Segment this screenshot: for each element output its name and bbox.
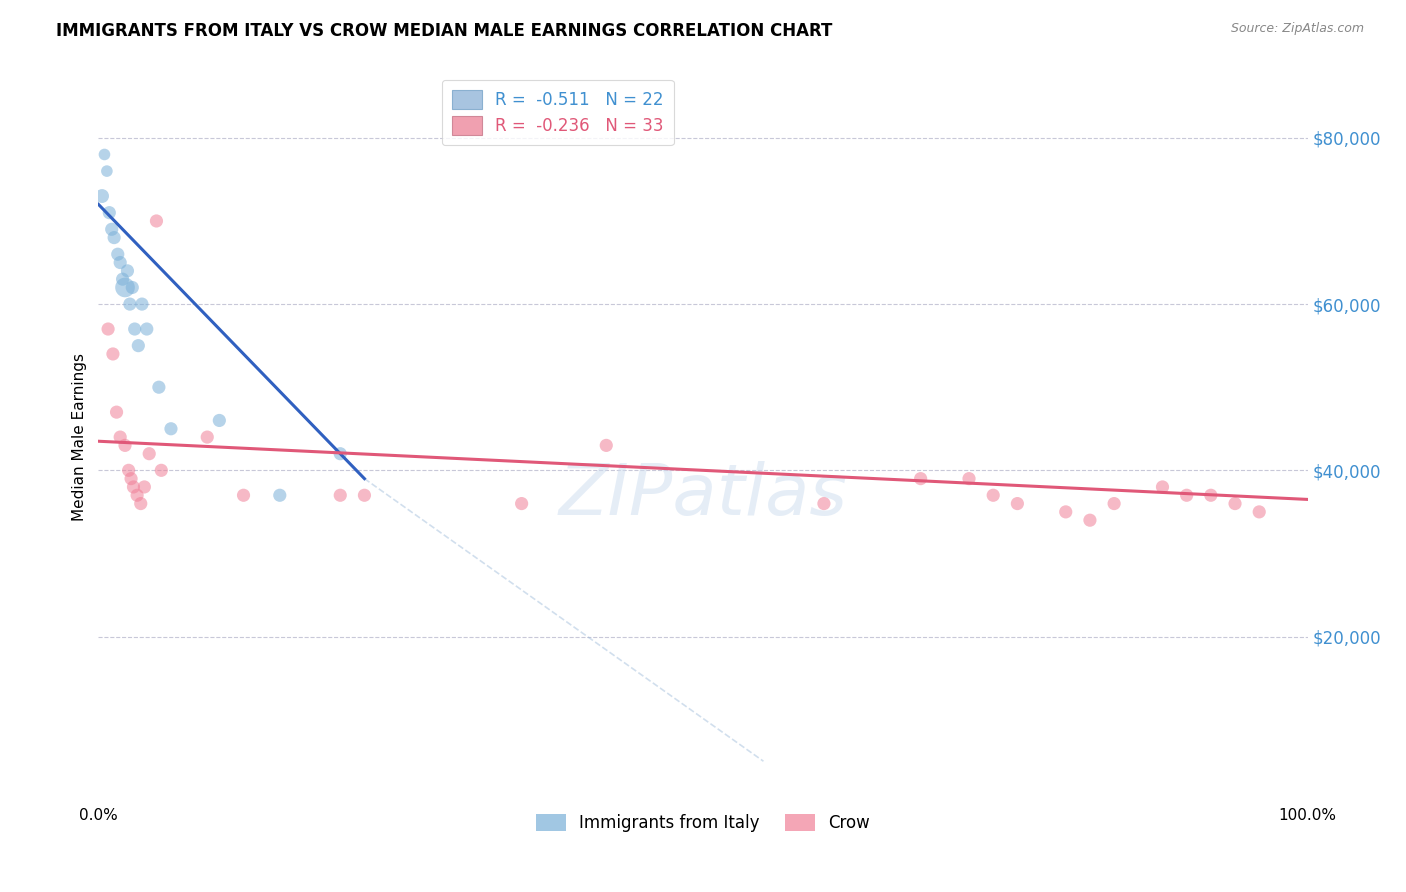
- Point: [131, 297, 153, 311]
- Point: [121, 280, 143, 294]
- Text: ZIPatlas: ZIPatlas: [558, 461, 848, 530]
- Point: [124, 322, 146, 336]
- Point: [108, 430, 131, 444]
- Point: [107, 247, 129, 261]
- Point: [127, 488, 149, 502]
- Point: [1175, 488, 1198, 502]
- Point: [117, 264, 139, 278]
- Y-axis label: Median Male Earnings: Median Male Earnings: [72, 353, 87, 521]
- Point: [145, 214, 167, 228]
- Point: [1102, 497, 1125, 511]
- Point: [981, 488, 1004, 502]
- Point: [135, 322, 157, 336]
- Point: [148, 380, 170, 394]
- Point: [91, 189, 114, 203]
- Point: [195, 430, 218, 444]
- Point: [1223, 497, 1246, 511]
- Legend: Immigrants from Italy, Crow: Immigrants from Italy, Crow: [530, 807, 876, 838]
- Point: [595, 438, 617, 452]
- Point: [98, 205, 121, 219]
- Point: [120, 472, 142, 486]
- Point: [208, 413, 231, 427]
- Point: [150, 463, 173, 477]
- Point: [127, 338, 149, 352]
- Point: [97, 322, 120, 336]
- Point: [1007, 497, 1029, 511]
- Point: [129, 497, 152, 511]
- Point: [134, 480, 156, 494]
- Point: [269, 488, 291, 502]
- Point: [353, 488, 375, 502]
- Point: [160, 422, 183, 436]
- Point: [329, 488, 352, 502]
- Point: [114, 280, 136, 294]
- Point: [1199, 488, 1222, 502]
- Point: [813, 497, 835, 511]
- Point: [101, 347, 124, 361]
- Point: [96, 164, 118, 178]
- Point: [118, 463, 141, 477]
- Point: [93, 147, 115, 161]
- Point: [105, 405, 128, 419]
- Point: [329, 447, 352, 461]
- Point: [118, 297, 141, 311]
- Point: [1078, 513, 1101, 527]
- Point: [122, 480, 145, 494]
- Point: [510, 497, 533, 511]
- Point: [1249, 505, 1271, 519]
- Point: [103, 230, 125, 244]
- Point: [910, 472, 932, 486]
- Point: [1054, 505, 1077, 519]
- Point: [138, 447, 160, 461]
- Point: [114, 438, 136, 452]
- Point: [957, 472, 980, 486]
- Point: [1152, 480, 1174, 494]
- Point: [108, 255, 131, 269]
- Point: [100, 222, 122, 236]
- Point: [232, 488, 254, 502]
- Text: IMMIGRANTS FROM ITALY VS CROW MEDIAN MALE EARNINGS CORRELATION CHART: IMMIGRANTS FROM ITALY VS CROW MEDIAN MAL…: [56, 22, 832, 40]
- Point: [111, 272, 134, 286]
- Text: Source: ZipAtlas.com: Source: ZipAtlas.com: [1230, 22, 1364, 36]
